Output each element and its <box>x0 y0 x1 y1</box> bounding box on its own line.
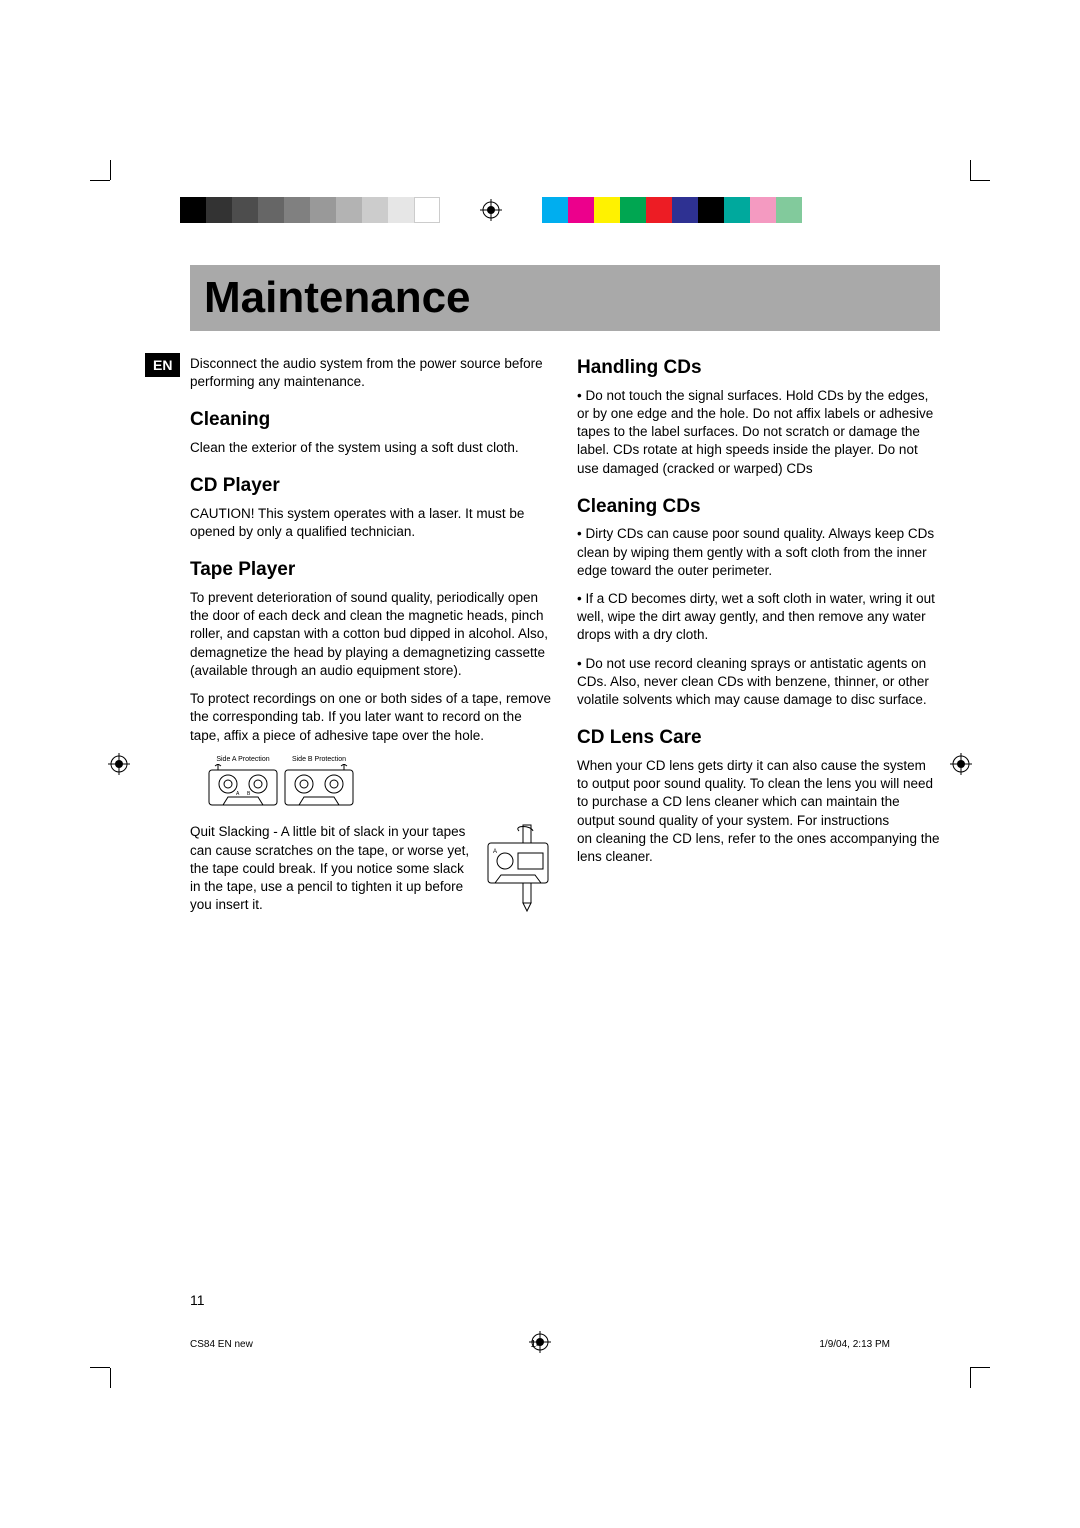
footer-date: 1/9/04, 2:13 PM <box>819 1339 890 1350</box>
tape-body3: Quit Slacking - A little bit of slack in… <box>190 823 473 914</box>
heading-cleaning-cds: Cleaning CDs <box>577 494 940 520</box>
heading-tape-player: Tape Player <box>190 557 553 583</box>
heading-cd-lens-care: CD Lens Care <box>577 725 940 751</box>
page-content: Maintenance EN Disconnect the audio syst… <box>190 265 940 1308</box>
tape-body1: To prevent deterioration of sound qualit… <box>190 589 553 680</box>
title-bar: Maintenance <box>190 265 940 331</box>
lens-b2: on cleaning the CD lens, refer to the on… <box>577 830 940 866</box>
crop-marks-top <box>0 160 1080 200</box>
cleaningcds-b2: • If a CD becomes dirty, wet a soft clot… <box>577 590 940 645</box>
print-footer: CS84 EN new 14 1/9/04, 2:13 PM <box>190 1339 890 1350</box>
color-swatches <box>542 197 802 223</box>
cleaningcds-b1: • Dirty CDs can cause poor sound quality… <box>577 525 940 580</box>
registration-mark-icon <box>480 199 502 221</box>
handling-body: • Do not touch the signal surfaces. Hold… <box>577 387 940 478</box>
cassette-label-b: Side B Protection <box>284 755 354 764</box>
crop-marks-bottom <box>0 1348 1080 1388</box>
cdplayer-body: CAUTION! This system operates with a las… <box>190 505 553 541</box>
registration-mark-icon <box>950 753 972 775</box>
right-column: Handling CDs • Do not touch the signal s… <box>577 355 940 925</box>
cassette-label-a: Side A Protection <box>208 755 278 764</box>
cassette-icon <box>284 764 354 806</box>
cassette-illustration: Side A Protection AB Side B Protec <box>208 755 553 812</box>
heading-cd-player: CD Player <box>190 473 553 499</box>
pencil-cassette-icon: A <box>483 823 553 913</box>
lens-b1: When your CD lens gets dirty it can also… <box>577 757 940 830</box>
svg-text:A: A <box>493 849 497 855</box>
cassette-icon: AB <box>208 764 278 806</box>
cleaning-body: Clean the exterior of the system using a… <box>190 439 553 457</box>
language-badge: EN <box>145 353 180 377</box>
heading-cleaning: Cleaning <box>190 407 553 433</box>
registration-mark-icon <box>108 753 130 775</box>
tape-body2: To protect recordings on one or both sid… <box>190 690 553 745</box>
intro-text: Disconnect the audio system from the pow… <box>190 355 553 391</box>
page-number: 11 <box>190 1292 205 1308</box>
heading-handling-cds: Handling CDs <box>577 355 940 381</box>
footer-page: 14 <box>531 1339 542 1350</box>
page-title: Maintenance <box>204 273 926 323</box>
print-color-bar <box>180 195 900 225</box>
cleaningcds-b3: • Do not use record cleaning sprays or a… <box>577 655 940 710</box>
gray-swatches <box>180 197 440 223</box>
left-column: Disconnect the audio system from the pow… <box>190 355 553 925</box>
footer-file: CS84 EN new <box>190 1339 253 1350</box>
